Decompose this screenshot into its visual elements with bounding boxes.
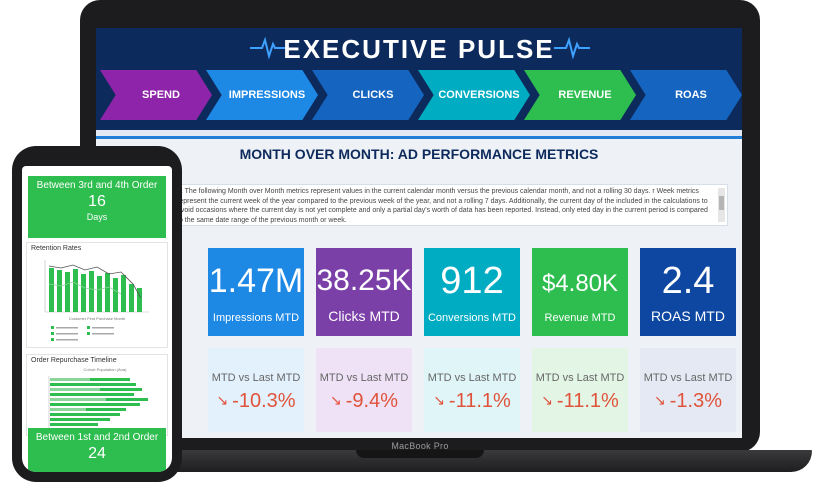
description-text: e: The following Month over Month metric… bbox=[177, 188, 708, 224]
metric-steps: SPEND IMPRESSIONS CLICKS CONVERSIONS REV… bbox=[100, 70, 742, 120]
compare-impressions: MTD vs Last MTD ↘ -10.3% bbox=[208, 348, 304, 432]
tile-label: Conversions MTD bbox=[427, 312, 517, 324]
down-right-arrow-icon: ↘ bbox=[433, 392, 445, 408]
pulse-icon-left bbox=[250, 36, 286, 60]
card-unit: Days bbox=[86, 212, 108, 222]
compare-change: ↘ -11.1% bbox=[433, 390, 511, 412]
card-number: 24 bbox=[88, 445, 106, 462]
laptop-screen: EXECUTIVE PULSE SPEND IMPRESSIONS CLICKS… bbox=[96, 28, 742, 438]
repurchase-panel: Order Repurchase Timeline Cohort Populat… bbox=[26, 354, 168, 436]
laptop-hinge-notch bbox=[356, 450, 484, 458]
tile-roas[interactable]: 2.4 ROAS MTD bbox=[640, 248, 736, 336]
tile-revenue[interactable]: $4.80K Revenue MTD bbox=[532, 248, 628, 336]
tile-value: 2.4 bbox=[661, 260, 715, 302]
repurchase-axis-label: Cohort Population (Ana) bbox=[84, 367, 128, 372]
compare-change: ↘ -9.4% bbox=[330, 390, 398, 412]
pulse-icon-right bbox=[554, 36, 590, 60]
compare-label: MTD vs Last MTD bbox=[643, 372, 733, 384]
tile-value: 912 bbox=[440, 260, 504, 302]
tile-label: Clicks MTD bbox=[328, 308, 400, 324]
down-right-arrow-icon: ↘ bbox=[541, 392, 553, 408]
compare-label: MTD vs Last MTD bbox=[535, 372, 625, 384]
section-title: MONTH OVER MONTH: AD PERFORMANCE METRICS bbox=[239, 146, 599, 162]
compare-revenue: MTD vs Last MTD ↘ -11.1% bbox=[532, 348, 628, 432]
down-right-arrow-icon: ↘ bbox=[330, 392, 342, 408]
compare-label: MTD vs Last MTD bbox=[211, 372, 301, 384]
laptop-brand-label: MacBook Pro bbox=[391, 441, 449, 451]
tile-impressions[interactable]: 1.47M Impressions MTD bbox=[208, 248, 304, 336]
step-conversions[interactable]: CONVERSIONS bbox=[418, 70, 530, 120]
dashboard-header: EXECUTIVE PULSE SPEND IMPRESSIONS CLICKS… bbox=[96, 28, 742, 130]
tile-label: Revenue MTD bbox=[544, 312, 616, 324]
repurchase-chart: Cohort Population (Ana) bbox=[48, 367, 148, 432]
compare-roas: MTD vs Last MTD ↘ -1.3% bbox=[640, 348, 736, 432]
header-accent-line bbox=[96, 136, 742, 139]
card-title: Between 3rd and 4th Order bbox=[36, 180, 158, 191]
phone-screen: Between 3rd and 4th Order 16 Days Retent… bbox=[22, 166, 172, 472]
tile-conversions[interactable]: 912 Conversions MTD bbox=[424, 248, 520, 336]
tile-value: 1.47M bbox=[208, 262, 304, 300]
tile-label: ROAS MTD bbox=[651, 308, 725, 324]
header-divider bbox=[96, 130, 742, 138]
step-revenue[interactable]: REVENUE bbox=[524, 70, 636, 120]
tile-clicks[interactable]: 38.25K Clicks MTD bbox=[316, 248, 412, 336]
card-title: Between 1st and 2nd Order bbox=[35, 432, 159, 443]
repurchase-title: Order Repurchase Timeline bbox=[31, 357, 117, 364]
retention-panel: Retention Rates Customer First Purchase … bbox=[26, 242, 168, 348]
compare-label: MTD vs Last MTD bbox=[319, 372, 409, 384]
retention-x-label: Customer First Purchase Month bbox=[69, 316, 125, 321]
dashboard-title: EXECUTIVE PULSE bbox=[283, 34, 555, 64]
step-impressions[interactable]: IMPRESSIONS bbox=[206, 70, 318, 120]
card-number: 16 bbox=[88, 193, 106, 210]
compare-change: ↘ -10.3% bbox=[216, 390, 296, 412]
compare-conversions: MTD vs Last MTD ↘ -11.1% bbox=[424, 348, 520, 432]
tile-value: 38.25K bbox=[316, 264, 412, 297]
tile-value: $4.80K bbox=[541, 270, 619, 297]
step-spend[interactable]: SPEND bbox=[100, 70, 212, 120]
down-right-arrow-icon: ↘ bbox=[216, 392, 229, 408]
down-right-arrow-icon: ↘ bbox=[654, 392, 666, 408]
phone-top-card[interactable]: Between 3rd and 4th Order 16 Days bbox=[28, 176, 166, 238]
phone-bottom-card[interactable]: Between 1st and 2nd Order 24 bbox=[28, 428, 166, 472]
compare-change: ↘ -11.1% bbox=[541, 390, 619, 412]
description-box[interactable]: e: The following Month over Month metric… bbox=[172, 184, 728, 226]
phone-notch bbox=[62, 152, 132, 166]
retention-chart: Customer First Purchase Month bbox=[44, 260, 149, 341]
description-scrollbar[interactable] bbox=[718, 188, 725, 222]
compare-label: MTD vs Last MTD bbox=[427, 372, 517, 384]
tile-label: Impressions MTD bbox=[212, 312, 300, 324]
step-clicks[interactable]: CLICKS bbox=[312, 70, 424, 120]
step-roas[interactable]: ROAS bbox=[630, 70, 742, 120]
retention-title: Retention Rates bbox=[31, 245, 82, 252]
laptop-base bbox=[28, 450, 812, 472]
compare-clicks: MTD vs Last MTD ↘ -9.4% bbox=[316, 348, 412, 432]
compare-change: ↘ -1.3% bbox=[654, 390, 722, 412]
